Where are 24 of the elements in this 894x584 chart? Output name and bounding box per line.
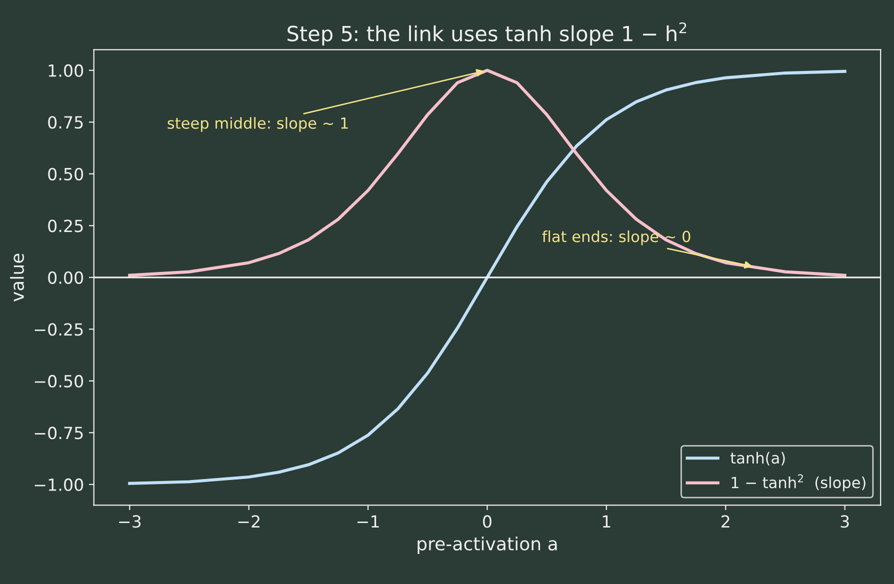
y-tick-label: −0.25 [34,323,83,336]
y-tick-label: 0.50 [48,168,84,180]
annotation: steep middle: slope ~ 1 [168,117,348,132]
y-tick-label: 0.75 [48,116,83,129]
x-tick-label: 0 [483,515,492,528]
x-tick-label: 2 [722,515,730,528]
x-tick-label: −3 [119,515,141,528]
chart-title: Step 5: the link uses tanh slope 1 − h$^{2}$ [288,22,686,46]
legend-label: tanh(a) [730,452,785,466]
x-tick-label: 1 [602,515,610,528]
x-tick-label: 3 [840,515,849,528]
legend-label: 1 − tanh$^{2}$ (slope) [732,474,866,492]
annotation: flat ends: slope ~ 0 [542,230,690,246]
y-tick-label: 1.00 [48,64,84,77]
y-axis-title: value [10,254,24,302]
y-tick-label: −0.75 [34,426,83,440]
y-tick-label: 0.25 [48,220,83,232]
line-series [128,68,846,277]
x-tick-label: −1 [358,515,379,528]
y-tick-label: −0.50 [34,374,84,388]
y-tick-label: −1.00 [34,478,84,492]
y-tick-label: 0.00 [48,271,84,284]
x-tick-label: −2 [238,515,260,528]
x-axis-title: pre-activation a [418,536,557,554]
